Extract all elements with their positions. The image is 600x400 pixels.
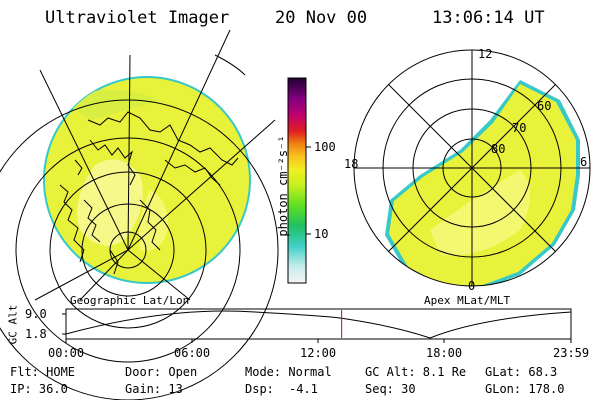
orbit-ytick-high: 9.0 xyxy=(25,307,47,321)
status-seq: Seq: 30 xyxy=(365,382,416,396)
status-dsp-value: -4.1 xyxy=(289,382,318,396)
right-panel-label: Apex MLat/MLT xyxy=(424,294,511,307)
orbit-altitude-curve xyxy=(65,310,572,339)
colorbar-gradient xyxy=(287,77,307,284)
mlat-label-70: 70 xyxy=(512,121,527,135)
colorbar xyxy=(287,77,311,284)
polar-plot xyxy=(353,49,591,287)
orbit-xtick-2: 12:00 xyxy=(300,346,337,360)
orbit-xtick-4: 23:59 xyxy=(553,346,590,360)
instrument-title: Ultraviolet Imager xyxy=(45,8,230,28)
colorbar-tick-label-10: 10 xyxy=(314,227,329,241)
lat-lon-grid xyxy=(0,29,279,400)
status-mode: Mode: Normal xyxy=(245,365,332,379)
status-door: Door: Open xyxy=(125,365,198,379)
map-interior xyxy=(60,90,169,251)
status-ip: IP: 36.0 xyxy=(10,382,68,396)
coastlines xyxy=(59,111,239,275)
orbit-x-ticks xyxy=(65,339,572,343)
orbit-xtick-1: 06:00 xyxy=(174,346,211,360)
orbit-ylabel: GC Alt xyxy=(6,304,20,345)
mlt-label-18: 18 xyxy=(344,157,359,171)
status-gain: Gain: 13 xyxy=(125,382,183,396)
polar-grid xyxy=(353,49,591,287)
mlat-label-80: 80 xyxy=(491,142,506,156)
orbit-xtick-0: 00:00 xyxy=(48,346,85,360)
mlt-label-0: 0 xyxy=(468,279,476,293)
status-gc-alt: GC Alt: 8.1 Re xyxy=(365,365,467,379)
orbit-xtick-3: 18:00 xyxy=(426,346,463,360)
colorbar-unit-label: photon cm⁻²s⁻¹ xyxy=(276,135,290,237)
status-glat: GLat: 68.3 xyxy=(485,365,558,379)
time-label: 13:06:14 UT xyxy=(432,8,545,28)
status-glon: GLon: 178.0 xyxy=(485,382,565,396)
date-label: 20 Nov 00 xyxy=(275,8,368,28)
status-flt: Flt: HOME xyxy=(10,365,76,379)
status-dsp: Dsp: xyxy=(245,382,274,396)
mlt-label-12: 12 xyxy=(478,47,493,61)
mlt-label-6: 6 xyxy=(580,155,588,169)
orbit-altitude-plot xyxy=(62,308,572,343)
orbit-frame xyxy=(65,308,572,340)
geographic-map xyxy=(0,29,279,400)
colorbar-tick-label-100: 100 xyxy=(314,140,336,154)
orbit-ytick-low: 1.8 xyxy=(25,327,47,341)
left-panel-label: Geographic Lat/Lon xyxy=(70,294,190,307)
mlat-label-60: 60 xyxy=(537,99,552,113)
